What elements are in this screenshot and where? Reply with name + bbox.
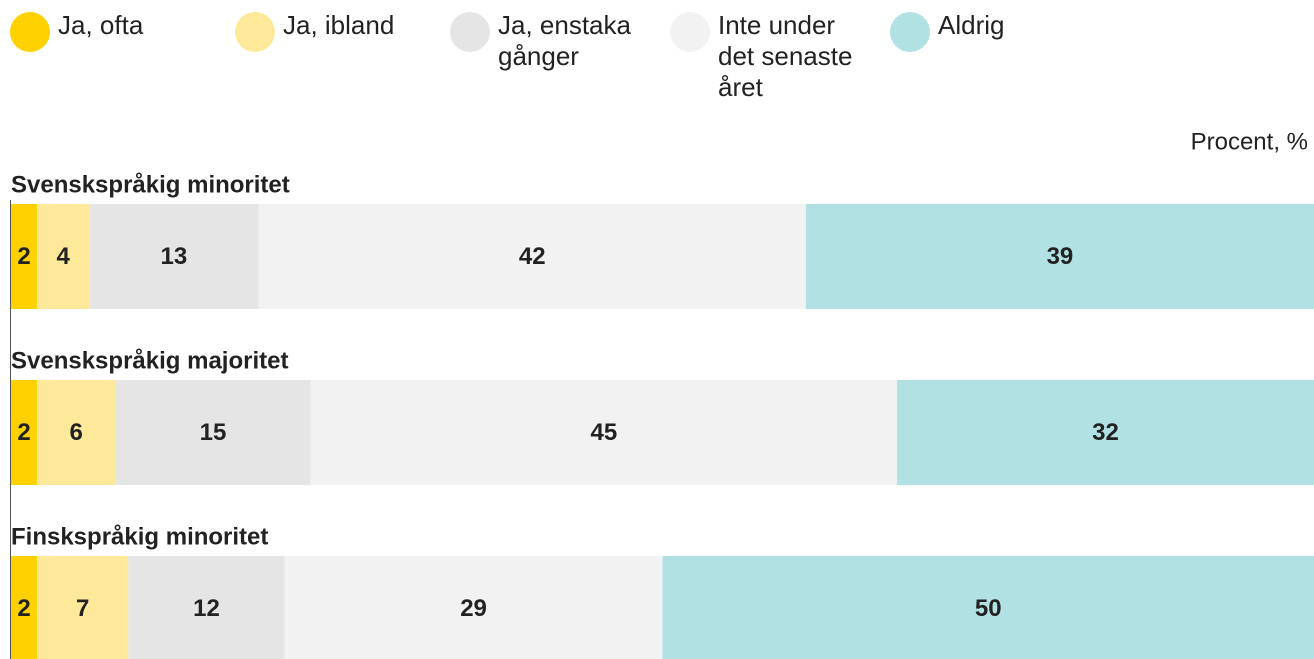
value-label: 13 — [161, 243, 188, 270]
legend-label: Aldrig — [938, 10, 1005, 40]
legend-swatch — [890, 12, 930, 52]
value-label: 32 — [1092, 419, 1119, 446]
legend-swatch — [235, 12, 275, 52]
value-label: 4 — [56, 243, 70, 270]
value-label: 2 — [17, 419, 30, 446]
value-label: 2 — [17, 243, 30, 270]
legend-swatch — [450, 12, 490, 52]
value-label: 12 — [193, 595, 220, 622]
bar-segment — [897, 380, 1314, 485]
bar-segment — [37, 204, 90, 309]
value-label: 29 — [460, 595, 487, 622]
bar-segment — [37, 556, 129, 659]
value-label: 7 — [76, 595, 89, 622]
value-label: 15 — [200, 419, 227, 446]
category-label: Svenskspråkig majoritet — [11, 347, 288, 374]
value-label: 42 — [519, 243, 546, 270]
bar-segment — [284, 556, 663, 659]
legend-item: Ja, ofta — [10, 10, 208, 52]
bar-segment — [115, 380, 311, 485]
legend-label: Inte under det senaste året — [718, 10, 853, 102]
category-label: Finskspråkig minoritet — [11, 523, 268, 550]
bar-segment — [11, 204, 38, 309]
category-label: Svenskspråkig minoritet — [11, 171, 290, 198]
legend-swatch — [670, 12, 710, 52]
legend-label: Ja, ofta — [58, 10, 144, 40]
legend-label: Ja, enstaka gånger — [498, 10, 631, 71]
bar-segment — [662, 556, 1314, 659]
legend-item: Inte under det senaste året — [670, 10, 868, 103]
value-label: 45 — [591, 419, 618, 446]
bar-segment — [11, 380, 38, 485]
unit-label: Procent, % — [1191, 128, 1308, 155]
value-label: 50 — [975, 595, 1002, 622]
bar-segment — [128, 556, 285, 659]
value-label: 6 — [69, 419, 82, 446]
bar-segment — [258, 204, 806, 309]
bar-segment — [11, 556, 38, 659]
legend-swatch — [10, 12, 50, 52]
legend-item: Ja, enstaka gånger — [450, 10, 648, 72]
legend-label: Ja, ibland — [283, 10, 395, 40]
value-label: 39 — [1047, 243, 1074, 270]
value-label: 2 — [17, 595, 30, 622]
legend-item: Aldrig — [890, 10, 1088, 52]
bar-segment — [310, 380, 898, 485]
bar-segment — [89, 204, 259, 309]
legend-item: Ja, ibland — [235, 10, 433, 52]
bar-segment — [805, 204, 1314, 309]
bar-segment — [37, 380, 116, 485]
